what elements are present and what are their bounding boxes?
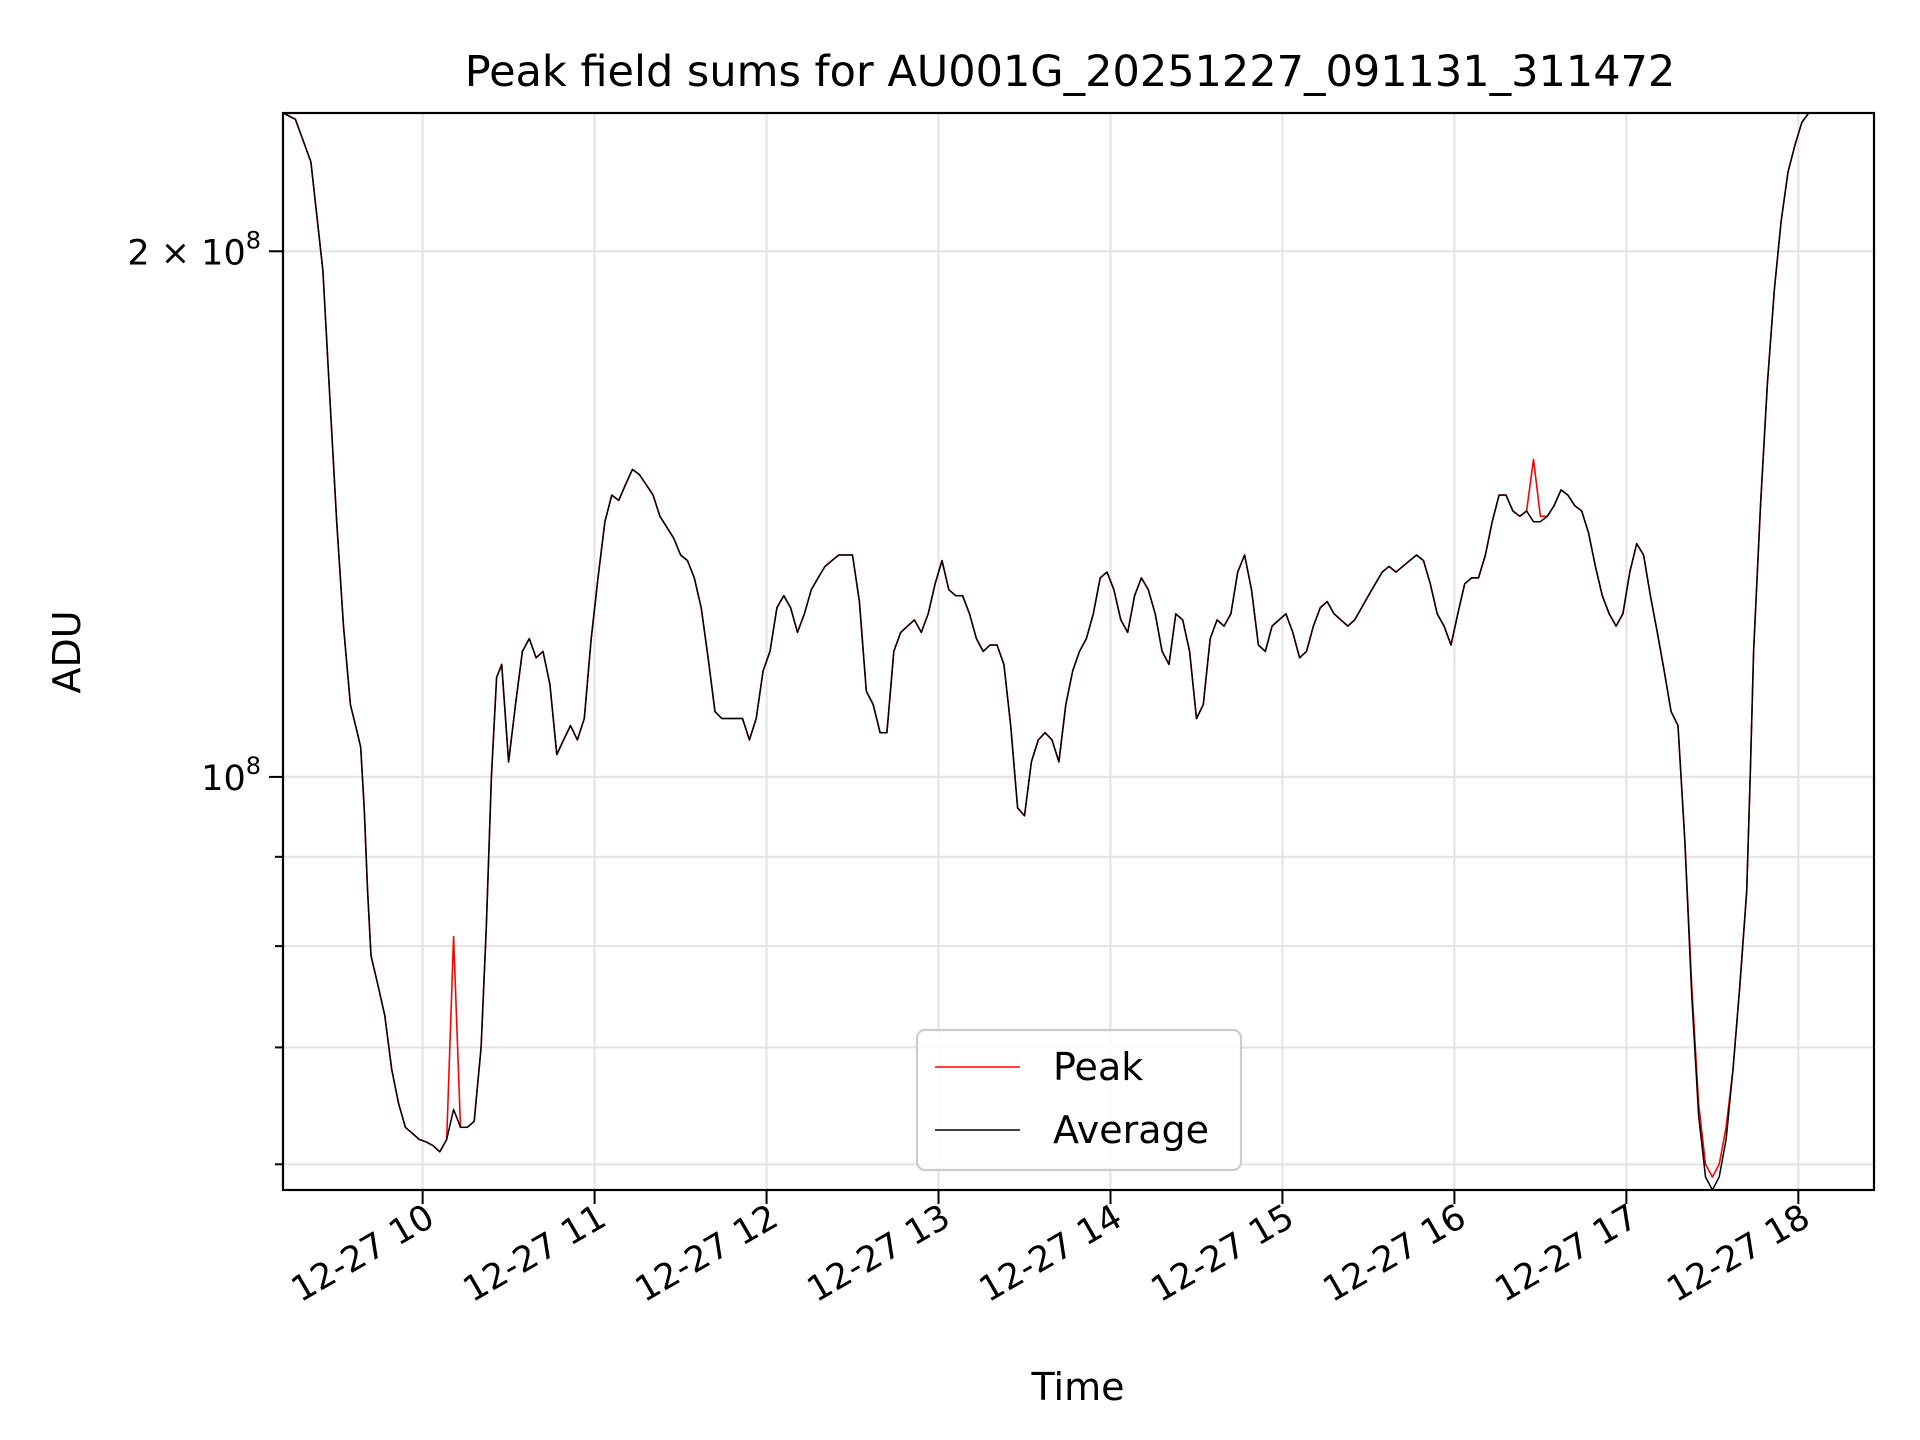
x-tick-label: 12-27 18 xyxy=(1661,1197,1817,1310)
x-axis-label: Time xyxy=(1031,1365,1125,1409)
legend-box xyxy=(915,1028,1243,1172)
series-line-average xyxy=(283,113,1810,1190)
legend: Peak Average xyxy=(915,1028,1243,1172)
grid xyxy=(283,113,1874,1190)
x-tick-label: 12-27 10 xyxy=(285,1197,441,1310)
x-tick-label: 12-27 15 xyxy=(1145,1197,1301,1310)
x-tick-label: 12-27 12 xyxy=(629,1197,785,1310)
chart-title: Peak field sums for AU001G_20251227_0911… xyxy=(465,47,1676,97)
x-tick-label: 12-27 11 xyxy=(457,1197,613,1310)
legend-label-peak: Peak xyxy=(1053,1045,1143,1089)
y-axis-label: ADU xyxy=(45,610,89,693)
series-line-peak xyxy=(283,113,1810,1178)
x-tick-label: 12-27 16 xyxy=(1317,1197,1473,1310)
x-tick-label: 12-27 13 xyxy=(801,1197,957,1310)
y-tick-label: 2 × 108 xyxy=(127,226,261,273)
plot-frame xyxy=(281,111,1876,1192)
x-tick-label: 12-27 14 xyxy=(973,1197,1129,1310)
legend-label-average: Average xyxy=(1053,1108,1209,1152)
series-lines xyxy=(283,113,1810,1190)
y-tick-label: 108 xyxy=(201,752,261,799)
x-tick-label: 12-27 17 xyxy=(1489,1197,1645,1310)
